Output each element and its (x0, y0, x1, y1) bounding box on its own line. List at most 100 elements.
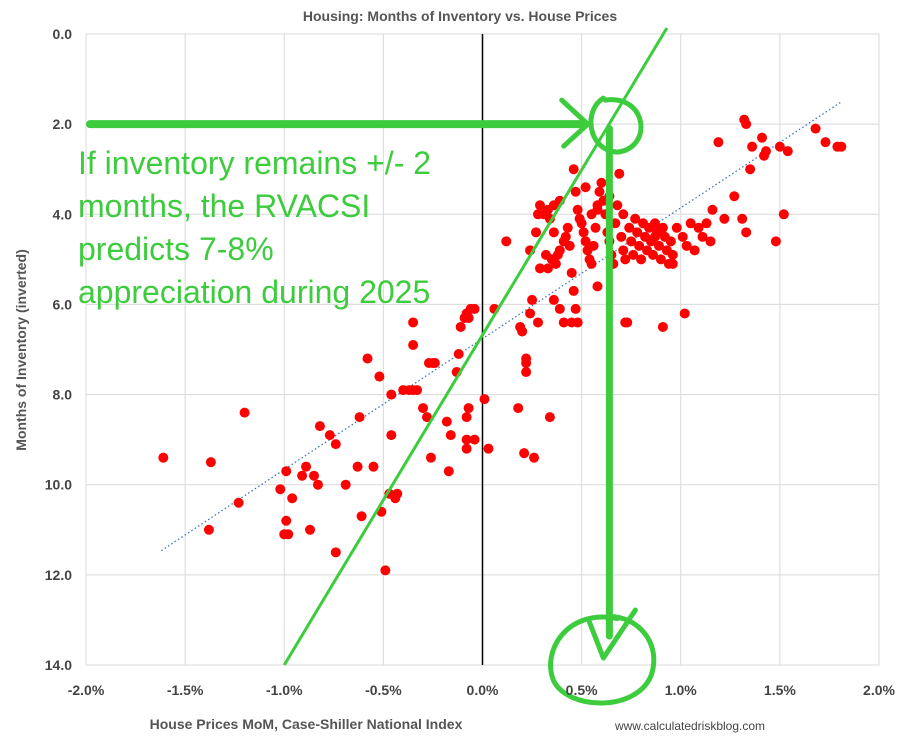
data-point (820, 137, 831, 148)
data-point (592, 200, 603, 211)
data-point (677, 231, 688, 242)
projection-line (282, 27, 669, 666)
data-point (626, 236, 637, 247)
data-point (681, 240, 692, 251)
data-point (380, 565, 391, 576)
data-point (275, 484, 286, 495)
data-point (408, 317, 419, 328)
data-point (665, 236, 676, 247)
data-point (529, 452, 540, 463)
data-point (671, 222, 682, 233)
data-point (774, 141, 785, 152)
data-point (354, 412, 365, 423)
data-point (542, 263, 553, 274)
data-point (580, 236, 591, 247)
data-point (612, 200, 623, 211)
data-point (620, 254, 631, 265)
data-point (412, 385, 423, 396)
highlight-circle-top (588, 95, 644, 155)
data-point (463, 312, 474, 323)
annotation-line: appreciation during 2025 (78, 274, 430, 310)
data-point (392, 488, 403, 499)
x-tick-label: 0.5% (566, 682, 598, 698)
data-point (308, 470, 319, 481)
data-point (550, 258, 561, 269)
data-point (685, 218, 696, 229)
x-tick-label: -0.5% (365, 682, 402, 698)
data-point (634, 240, 645, 251)
data-point (205, 457, 216, 468)
data-point (281, 515, 292, 526)
x-axis-label: House Prices MoM, Case-Shiller National … (150, 716, 463, 732)
data-point (158, 452, 169, 463)
data-point (554, 245, 565, 256)
data-point (554, 303, 565, 314)
source-credit: www.calculatedriskblog.com (614, 719, 765, 733)
data-point (386, 430, 397, 441)
annotation-line: predicts 7-8% (78, 231, 274, 267)
data-point (425, 452, 436, 463)
data-point (649, 231, 660, 242)
data-point (362, 353, 373, 364)
data-point (770, 236, 781, 247)
data-point (630, 213, 641, 224)
data-point (461, 443, 472, 454)
data-point (566, 317, 577, 328)
hand-drawn-overlays (85, 27, 669, 706)
data-point (636, 254, 647, 265)
data-point (534, 200, 545, 211)
data-point (570, 186, 581, 197)
y-tick-label: 2.0 (53, 116, 73, 132)
data-point (647, 249, 658, 260)
data-point (501, 236, 512, 247)
y-tick-label: 12.0 (45, 567, 72, 583)
data-point (836, 141, 847, 152)
data-point (479, 394, 490, 405)
data-point (527, 294, 538, 305)
highlight-circle-bottom (548, 613, 657, 706)
data-points (158, 114, 847, 576)
data-point (741, 119, 752, 130)
data-point (657, 222, 668, 233)
x-tick-labels: -2.0% -1.5% -1.0% -0.5% 0.0% 0.5% 1.0% 1.5% 2.0% (68, 682, 896, 698)
data-point (312, 479, 323, 490)
x-tick-label: 1.5% (764, 682, 796, 698)
data-point (287, 493, 298, 504)
data-point (533, 317, 544, 328)
data-point (590, 222, 601, 233)
data-point (778, 209, 789, 220)
data-point (759, 150, 770, 161)
y-tick-label: 10.0 (45, 477, 72, 493)
data-point (705, 236, 716, 247)
data-point (521, 353, 532, 364)
data-point (586, 209, 597, 220)
data-point (483, 443, 494, 454)
data-point (239, 407, 250, 418)
data-point (782, 146, 793, 157)
x-tick-label: -1.0% (266, 682, 303, 698)
data-point (568, 164, 579, 175)
data-point (810, 123, 821, 134)
data-point (689, 245, 700, 256)
data-point (697, 231, 708, 242)
data-point (314, 421, 325, 432)
data-point (572, 204, 583, 215)
y-tick-label: 4.0 (53, 206, 73, 222)
data-point (632, 227, 643, 238)
data-point (517, 326, 528, 337)
data-point (330, 439, 341, 450)
data-point (386, 389, 397, 400)
y-axis-label: Months of Inventory (inverted) (13, 249, 29, 450)
data-point (445, 430, 456, 441)
data-point (618, 245, 629, 256)
data-point (548, 294, 559, 305)
data-point (441, 416, 452, 427)
data-point (628, 249, 639, 260)
data-point (655, 254, 666, 265)
data-point (408, 339, 419, 350)
data-point (729, 191, 740, 202)
data-point (469, 434, 480, 445)
x-tick-label: -1.5% (167, 682, 204, 698)
data-point (356, 511, 367, 522)
